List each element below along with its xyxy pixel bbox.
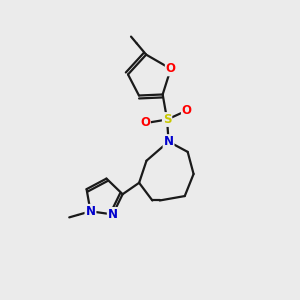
Text: N: N bbox=[85, 205, 95, 218]
Text: S: S bbox=[163, 113, 171, 126]
Text: O: O bbox=[166, 62, 176, 75]
Text: O: O bbox=[182, 104, 192, 117]
Text: N: N bbox=[108, 208, 118, 221]
Text: O: O bbox=[140, 116, 150, 129]
Text: N: N bbox=[164, 135, 174, 148]
